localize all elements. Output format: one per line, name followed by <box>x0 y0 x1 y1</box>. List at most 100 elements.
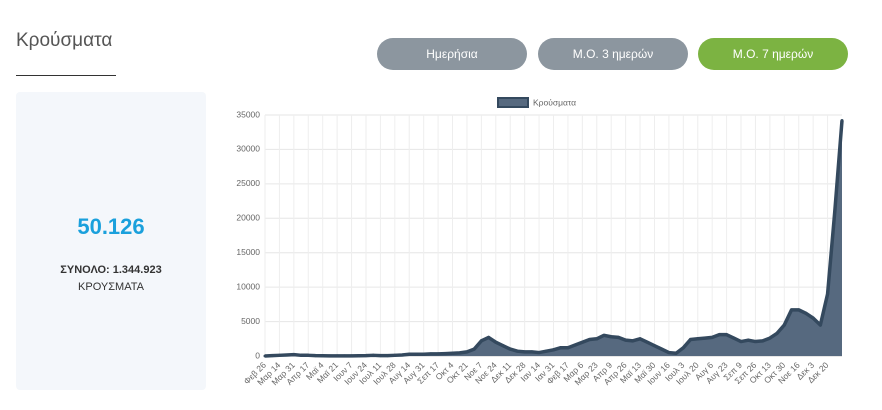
point <box>530 350 534 354</box>
point <box>768 336 772 340</box>
point <box>609 335 613 339</box>
point <box>328 354 332 358</box>
point <box>451 351 455 355</box>
point <box>717 333 721 337</box>
y-tick-label: 25000 <box>236 178 260 188</box>
y-tick-label: 0 <box>255 350 260 360</box>
point <box>386 354 390 358</box>
stat-value: 50.126 <box>77 214 145 239</box>
point <box>761 339 765 343</box>
point <box>616 335 620 339</box>
point <box>479 339 483 343</box>
point <box>313 354 317 358</box>
point <box>725 333 729 337</box>
point <box>732 336 736 340</box>
point <box>804 311 808 315</box>
point <box>350 354 354 358</box>
point <box>472 347 476 351</box>
stat-total: ΣΥΝΟΛΟ: 1.344.923 <box>60 264 162 276</box>
point <box>465 350 469 354</box>
point <box>515 349 519 353</box>
point <box>559 346 563 350</box>
point <box>638 337 642 341</box>
point <box>753 340 757 344</box>
point <box>696 337 700 341</box>
point <box>378 354 382 358</box>
point <box>840 119 844 123</box>
point <box>566 346 570 350</box>
point <box>739 340 743 344</box>
point <box>523 350 527 354</box>
point <box>321 354 325 358</box>
page-title: Κρούσματα <box>16 30 113 51</box>
point <box>652 344 656 348</box>
stats-panel: 50.126 ΣΥΝΟΛΟ: 1.344.923 ΚΡΟΥΣΜΑΤΑ <box>16 92 206 390</box>
area-fill <box>265 120 842 356</box>
point <box>371 353 375 357</box>
y-tick-label: 15000 <box>236 247 260 257</box>
point <box>393 353 397 357</box>
point <box>407 352 411 356</box>
y-tick-label: 30000 <box>236 144 260 154</box>
point <box>660 347 664 351</box>
point <box>335 354 339 358</box>
point <box>746 338 750 342</box>
point <box>797 308 801 312</box>
title-rule <box>16 75 116 76</box>
point <box>263 354 267 358</box>
point <box>631 339 635 343</box>
point <box>508 347 512 351</box>
point <box>429 352 433 356</box>
point <box>624 338 628 342</box>
point <box>689 337 693 341</box>
y-tick-label: 5000 <box>241 316 260 326</box>
point <box>494 340 498 344</box>
point <box>588 337 592 341</box>
avg3-button[interactable]: Μ.Ο. 3 ημερών <box>538 38 688 70</box>
point <box>602 333 606 337</box>
legend-label: Κρούσματα <box>533 97 576 107</box>
legend-swatch <box>497 97 529 108</box>
point <box>811 316 815 320</box>
point <box>414 352 418 356</box>
stat-label: ΚΡΟΥΣΜΑΤΑ <box>78 281 144 293</box>
point <box>422 352 426 356</box>
point <box>782 323 786 327</box>
y-tick-label: 10000 <box>236 281 260 291</box>
point <box>292 353 296 357</box>
point <box>306 353 310 357</box>
point <box>703 336 707 340</box>
point <box>833 209 837 213</box>
point <box>710 335 714 339</box>
point <box>580 340 584 344</box>
point <box>595 337 599 341</box>
point <box>443 352 447 356</box>
point <box>299 353 303 357</box>
point <box>552 348 555 352</box>
point <box>501 344 505 348</box>
point <box>436 352 440 356</box>
point <box>674 351 678 355</box>
point <box>364 354 368 358</box>
point <box>342 354 346 358</box>
point <box>285 353 289 357</box>
point <box>826 292 830 296</box>
point <box>537 351 541 355</box>
point <box>681 346 685 350</box>
point <box>573 343 577 347</box>
point <box>458 351 462 355</box>
avg7-button[interactable]: Μ.Ο. 7 ημερών <box>698 38 848 70</box>
daily-button[interactable]: Ημερήσια <box>377 38 527 70</box>
point <box>544 349 548 353</box>
point <box>775 331 779 335</box>
point <box>645 340 649 344</box>
point <box>487 335 491 339</box>
point <box>357 354 361 358</box>
point <box>667 351 671 355</box>
point <box>818 323 822 327</box>
y-tick-label: 35000 <box>236 109 260 119</box>
point <box>790 308 794 312</box>
point <box>270 354 274 358</box>
